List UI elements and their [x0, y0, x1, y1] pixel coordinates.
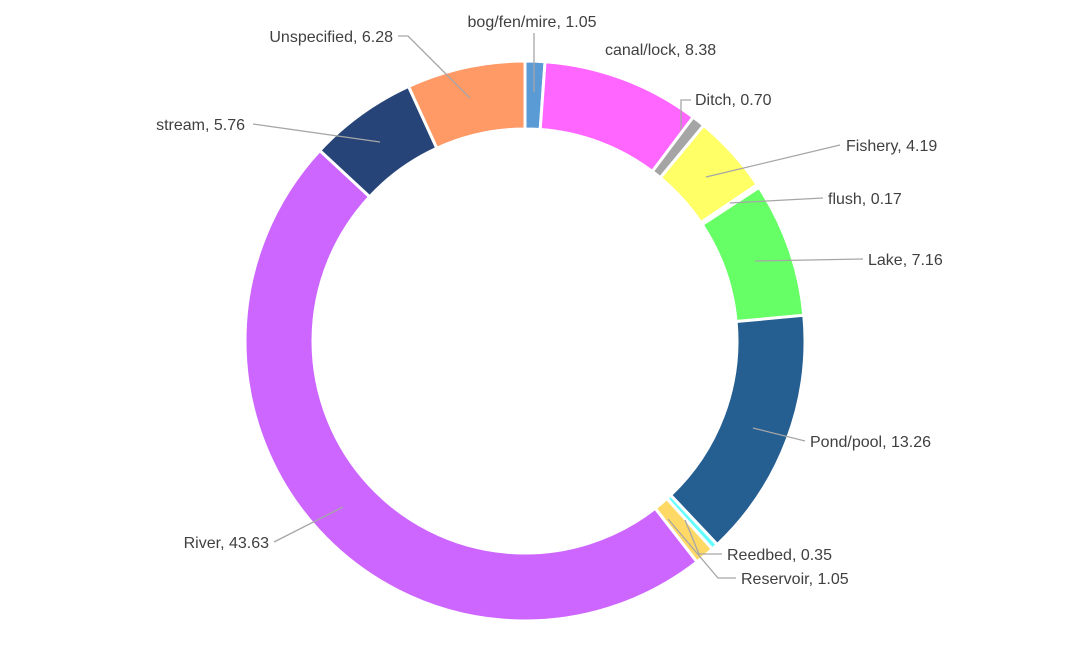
leader-line-river [273, 506, 344, 543]
data-labels-group: bog/fen/mire, 1.05 canal/lock, 8.38 Ditch,… [156, 14, 943, 588]
data-label-canal-lock: canal/lock, 8.38 [605, 42, 716, 59]
leader-line-reservoir [667, 518, 736, 579]
leader-line-fishery [705, 144, 841, 178]
data-label-reservoir: Reservoir, 1.05 [741, 571, 849, 588]
slice-unspecified [406, 59, 527, 151]
leader-lines-group [252, 33, 864, 579]
data-label-unspecified: Unspecified, 6.28 [269, 29, 393, 46]
leader-line-pond-pool [752, 427, 806, 442]
leader-line-flush [729, 197, 824, 204]
leader-line-stream [252, 123, 381, 143]
leader-line-ditch [680, 99, 691, 130]
data-label-lake: Lake, 7.16 [868, 252, 943, 269]
data-label-stream: stream, 5.76 [156, 117, 245, 134]
data-label-bog-fen-mire: bog/fen/mire, 1.05 [468, 14, 597, 31]
data-label-river: River, 43.63 [184, 535, 269, 552]
data-label-flush: flush, 0.17 [828, 191, 902, 208]
leader-line-lake [754, 258, 864, 262]
leader-line-unspecified [398, 35, 471, 99]
data-label-ditch: Ditch, 0.70 [695, 92, 772, 109]
slice-pond-pool [668, 313, 807, 547]
leader-line-reedbed [684, 519, 722, 555]
slice-river [243, 148, 700, 623]
data-label-reedbed: Reedbed, 0.35 [727, 547, 832, 564]
slices-group [243, 59, 807, 623]
data-label-fishery: Fishery, 4.19 [846, 138, 937, 155]
data-label-pond-pool: Pond/pool, 13.26 [810, 434, 931, 451]
